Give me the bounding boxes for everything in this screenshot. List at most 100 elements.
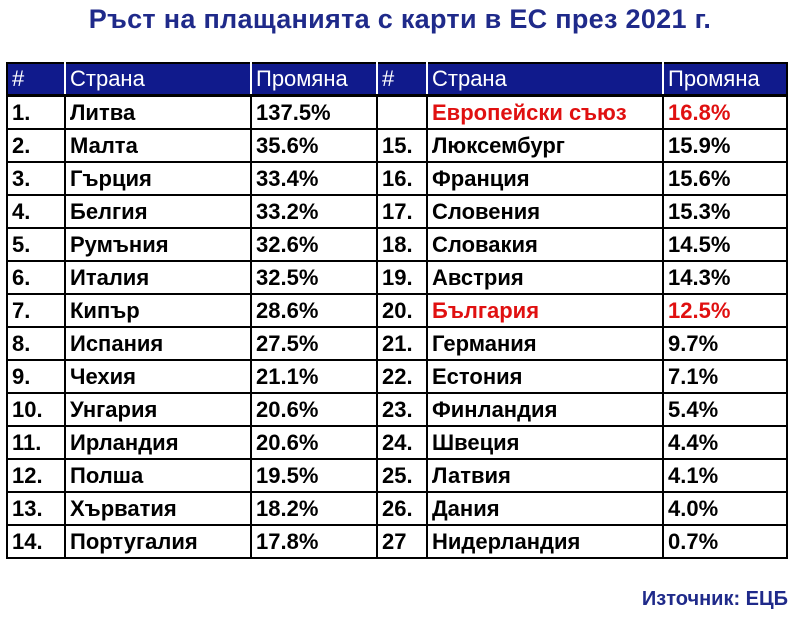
table-row: 10. Унгария 20.6% 23. Финландия 5.4% — [6, 392, 788, 427]
right-rank-cell: 15. — [376, 128, 428, 163]
right-country-cell: Франция — [426, 161, 664, 196]
left-rank-cell: 2. — [6, 128, 66, 163]
right-country-cell: Австрия — [426, 260, 664, 295]
right-country-cell: България — [426, 293, 664, 328]
left-change-cell: 28.6% — [250, 293, 378, 328]
header-change-left: Промяна — [250, 63, 377, 97]
table-row: 5. Румъния 32.6% 18. Словакия 14.5% — [6, 227, 788, 262]
table-row: 7. Кипър 28.6% 20. България 12.5% — [6, 293, 788, 328]
left-change-cell: 19.5% — [250, 458, 378, 493]
header-row: # Страна Промяна # Страна Промяна — [7, 63, 787, 97]
right-country-cell: Латвия — [426, 458, 664, 493]
left-change-cell: 33.2% — [250, 194, 378, 229]
left-rank-cell: 13. — [6, 491, 66, 526]
left-country-cell: Румъния — [64, 227, 252, 262]
right-change-cell: 4.0% — [662, 491, 788, 526]
right-country-cell: Словения — [426, 194, 664, 229]
table-row: 9. Чехия 21.1% 22. Естония 7.1% — [6, 359, 788, 394]
right-country-cell: Германия — [426, 326, 664, 361]
left-rank-cell: 3. — [6, 161, 66, 196]
table-row: 3. Гърция 33.4% 16. Франция 15.6% — [6, 161, 788, 196]
table-row: 6. Италия 32.5% 19. Австрия 14.3% — [6, 260, 788, 295]
left-country-cell: Литва — [64, 94, 252, 130]
table-row: 11. Ирландия 20.6% 24. Швеция 4.4% — [6, 425, 788, 460]
right-country-cell: Европейски съюз — [426, 94, 664, 130]
left-change-cell: 20.6% — [250, 425, 378, 460]
right-country-cell: Естония — [426, 359, 664, 394]
right-change-cell: 5.4% — [662, 392, 788, 427]
left-rank-cell: 14. — [6, 524, 66, 559]
right-rank-cell: 25. — [376, 458, 428, 493]
right-country-cell: Швеция — [426, 425, 664, 460]
right-rank-cell: 18. — [376, 227, 428, 262]
table-body: 1. Литва 137.5% Европейски съюз 16.8% 2. Малта… — [6, 94, 788, 559]
left-country-cell: Португалия — [64, 524, 252, 559]
left-rank-cell: 8. — [6, 326, 66, 361]
left-country-cell: Ирландия — [64, 425, 252, 460]
left-country-cell: Чехия — [64, 359, 252, 394]
header-rank-left: # — [7, 63, 65, 97]
table-row: 1. Литва 137.5% Европейски съюз 16.8% — [6, 94, 788, 130]
right-change-cell: 14.3% — [662, 260, 788, 295]
right-rank-cell: 19. — [376, 260, 428, 295]
right-change-cell: 14.5% — [662, 227, 788, 262]
left-change-cell: 137.5% — [250, 94, 378, 130]
right-change-cell: 0.7% — [662, 524, 788, 559]
left-country-cell: Хърватия — [64, 491, 252, 526]
right-change-cell: 12.5% — [662, 293, 788, 328]
right-rank-cell: 20. — [376, 293, 428, 328]
left-country-cell: Гърция — [64, 161, 252, 196]
left-rank-cell: 7. — [6, 293, 66, 328]
table-row: 2. Малта 35.6% 15. Люксембург 15.9% — [6, 128, 788, 163]
right-rank-cell: 23. — [376, 392, 428, 427]
right-rank-cell: 24. — [376, 425, 428, 460]
left-country-cell: Полша — [64, 458, 252, 493]
right-country-cell: Словакия — [426, 227, 664, 262]
header-country-left: Страна — [64, 63, 251, 97]
left-rank-cell: 10. — [6, 392, 66, 427]
left-rank-cell: 6. — [6, 260, 66, 295]
chart-title: Ръст на плащанията с карти в ЕС през 202… — [88, 4, 712, 34]
left-rank-cell: 1. — [6, 94, 66, 130]
left-country-cell: Унгария — [64, 392, 252, 427]
right-rank-cell: 27 — [376, 524, 428, 559]
left-change-cell: 21.1% — [250, 359, 378, 394]
right-change-cell: 4.4% — [662, 425, 788, 460]
right-country-cell: Финландия — [426, 392, 664, 427]
header-rank-right: # — [376, 63, 427, 97]
left-rank-cell: 5. — [6, 227, 66, 262]
right-change-cell: 15.3% — [662, 194, 788, 229]
right-change-cell: 15.6% — [662, 161, 788, 196]
left-change-cell: 33.4% — [250, 161, 378, 196]
right-country-cell: Люксембург — [426, 128, 664, 163]
left-country-cell: Белгия — [64, 194, 252, 229]
left-rank-cell: 11. — [6, 425, 66, 460]
header-country-right: Страна — [426, 63, 663, 97]
table-row: 12. Полша 19.5% 25. Латвия 4.1% — [6, 458, 788, 493]
left-country-cell: Испания — [64, 326, 252, 361]
ranking-table: # Страна Промяна # Страна Промяна 1. Литв… — [6, 62, 788, 559]
right-rank-cell: 22. — [376, 359, 428, 394]
left-change-cell: 27.5% — [250, 326, 378, 361]
right-rank-cell: 17. — [376, 194, 428, 229]
right-change-cell: 7.1% — [662, 359, 788, 394]
right-rank-cell: 16. — [376, 161, 428, 196]
right-change-cell: 16.8% — [662, 94, 788, 130]
table-row: 13. Хърватия 18.2% 26. Дания 4.0% — [6, 491, 788, 526]
header-change-right: Промяна — [662, 63, 787, 97]
left-rank-cell: 12. — [6, 458, 66, 493]
left-rank-cell: 9. — [6, 359, 66, 394]
source-note: Източник: ЕЦБ — [641, 588, 788, 610]
table-row: 14. Португалия 17.8% 27 Нидерландия 0.7% — [6, 524, 788, 559]
right-rank-cell: 26. — [376, 491, 428, 526]
right-country-cell: Нидерландия — [426, 524, 664, 559]
left-country-cell: Кипър — [64, 293, 252, 328]
left-change-cell: 35.6% — [250, 128, 378, 163]
right-change-cell: 9.7% — [662, 326, 788, 361]
right-rank-cell: 21. — [376, 326, 428, 361]
left-change-cell: 17.8% — [250, 524, 378, 559]
right-change-cell: 15.9% — [662, 128, 788, 163]
left-country-cell: Малта — [64, 128, 252, 163]
left-country-cell: Италия — [64, 260, 252, 295]
left-change-cell: 32.5% — [250, 260, 378, 295]
